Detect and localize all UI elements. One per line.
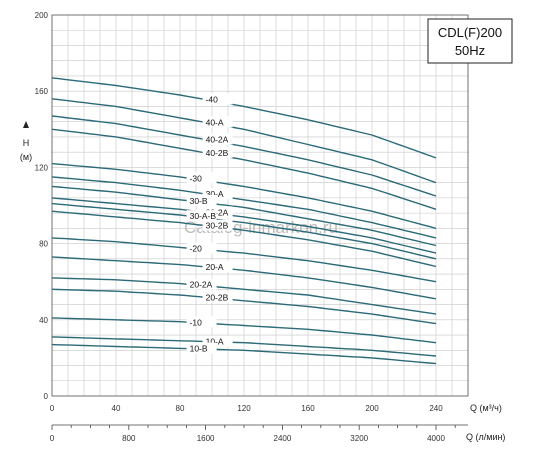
x-tick-label: 80 — [176, 404, 185, 413]
x-axis-label: Q (м³/ч) — [470, 403, 502, 413]
x2-axis-label: Q (л/мин) — [466, 432, 505, 442]
curve-label-bg — [186, 342, 217, 354]
curve-label-bg — [202, 188, 233, 200]
curve-label: 40-2A — [206, 135, 229, 145]
curve-30-A-B — [51, 202, 437, 260]
curve-40 — [51, 77, 437, 159]
curve-10 — [51, 317, 437, 344]
chart-subtitle: 50Hz — [455, 43, 485, 58]
x-tick-label: 160 — [301, 404, 315, 413]
y-tick-label: 40 — [39, 316, 48, 325]
x2-tick-label: 2400 — [274, 434, 292, 443]
curve-labels: -40 40-A 40-2A 40-2B -3030-A30-B30-2A30-A-B3… — [186, 93, 233, 354]
x2-tick-label: 800 — [122, 434, 136, 443]
curve-30-B — [51, 185, 437, 247]
x2-tick-label: 3200 — [350, 434, 368, 443]
curve-label-bg — [202, 219, 233, 231]
x-tick-label: 120 — [237, 404, 251, 413]
curve-label: 10-B — [190, 344, 208, 354]
curve-20-A — [51, 256, 437, 300]
curve-40-2A — [51, 115, 437, 197]
chart-title: CDL(F)200 — [438, 25, 502, 40]
plot-frame — [51, 14, 469, 397]
curve-20-2A — [51, 277, 437, 315]
curve-label-bg — [186, 316, 217, 328]
curve-label-bg — [186, 194, 217, 206]
curve-40-A — [51, 98, 437, 184]
title-box: CDL(F)200 50Hz — [427, 18, 513, 64]
curve-label-bg — [186, 210, 217, 222]
curve-label-bg — [202, 133, 233, 145]
curve-10-A — [51, 336, 437, 357]
curve-label-bg — [202, 206, 233, 218]
curve-label-bg — [202, 116, 233, 128]
curve-label-bg — [186, 242, 217, 254]
x-tick-label: 40 — [112, 404, 121, 413]
x-tick-label: 200 — [365, 404, 379, 413]
curve-40-2B — [51, 128, 437, 210]
curve-label: 30-B — [190, 196, 208, 206]
curve-label-bg — [202, 146, 233, 158]
y-axis-arrow-icon — [23, 121, 29, 128]
curve-label-bg — [202, 291, 233, 303]
curve-label: 40-2B — [206, 148, 229, 158]
curves — [51, 77, 437, 365]
curve-label-bg — [186, 172, 217, 184]
curve-label: 30-A-B — [190, 211, 217, 221]
curve-30-A — [51, 176, 437, 239]
y-tick-label: 200 — [35, 11, 49, 20]
curve-label: -30 — [190, 173, 203, 183]
curve-label: 20-2B — [206, 292, 229, 302]
y-tick-label: 160 — [35, 87, 49, 96]
curve-label: 30-A — [206, 189, 224, 199]
curve-label: 10-A — [206, 337, 224, 347]
curve-label: -20 — [190, 243, 203, 253]
x2-tick-label: 0 — [50, 434, 55, 443]
y-axis-label: H — [23, 138, 30, 148]
curve-label-bg — [186, 278, 217, 290]
x2-tick-label: 1600 — [197, 434, 215, 443]
curve-20-2B — [51, 288, 437, 325]
x-tick-label: 0 — [50, 404, 55, 413]
curve-label-bg — [202, 335, 233, 347]
curve-label: -40 — [206, 95, 219, 105]
y-tick-label: 0 — [44, 392, 49, 401]
x-tick-label: 240 — [429, 404, 443, 413]
curve-label: 40-A — [206, 117, 224, 127]
curve-30-2B — [51, 210, 437, 268]
y-tick-label: 120 — [35, 163, 49, 172]
x2-tick-label: 4000 — [427, 434, 445, 443]
curve-label: 20-2A — [190, 279, 213, 289]
curve-label: 30-2B — [206, 221, 229, 231]
curve-30 — [51, 162, 437, 230]
y-axis-unit: (м) — [20, 152, 32, 162]
curve-label: 20-A — [206, 262, 224, 272]
curve-label: 30-2A — [206, 207, 229, 217]
curve-20 — [51, 237, 437, 283]
curve-label: -10 — [190, 317, 203, 327]
curve-10-B — [51, 343, 437, 365]
curve-30-2A — [51, 197, 437, 254]
title-box-frame — [427, 18, 513, 64]
curve-label-bg — [202, 260, 233, 272]
y-tick-label: 80 — [39, 240, 48, 249]
curve-label-bg — [202, 93, 233, 105]
